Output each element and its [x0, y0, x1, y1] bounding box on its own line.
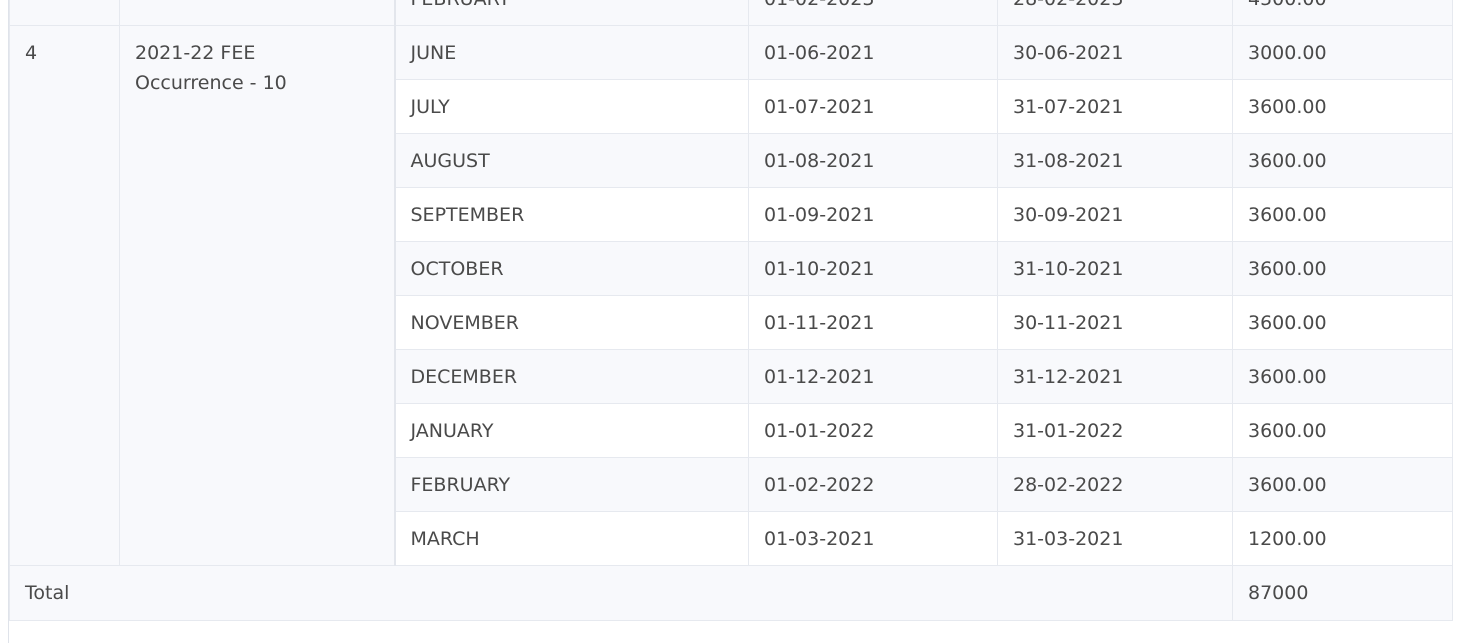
from-date-cell: 01-06-2021: [748, 25, 998, 80]
to-date-cell: 31-07-2021: [997, 79, 1233, 134]
month-cell: JUNE: [394, 25, 749, 80]
fee-name-cell: 2021-22 FEE Occurrence - 10: [119, 25, 396, 566]
month-cell: FEBRUARY: [394, 457, 749, 512]
table-row: MARCH 01-03-2021 31-03-2021 1200.00: [10, 511, 1453, 566]
to-date-cell: 30-06-2021: [997, 25, 1233, 80]
amount-cell: 3600.00: [1232, 79, 1453, 134]
to-date-cell: 28-02-2022: [997, 457, 1233, 512]
table-row: AUGUST 01-08-2021 31-08-2021 3600.00: [10, 133, 1453, 188]
amount-cell: 3600.00: [1232, 187, 1453, 242]
to-date-cell: 31-01-2022: [997, 403, 1233, 458]
from-date-cell: 01-02-2022: [748, 457, 998, 512]
table-row: SEPTEMBER 01-09-2021 30-09-2021 3600.00: [10, 187, 1453, 242]
fee-cell: [119, 0, 396, 26]
month-cell: JANUARY: [394, 403, 749, 458]
to-date-cell: 31-03-2021: [997, 511, 1233, 566]
month-cell: MARCH: [394, 511, 749, 566]
from-date-cell: 01-12-2021: [748, 349, 998, 404]
to-date-cell: 31-12-2021: [997, 349, 1233, 404]
amount-cell: 1200.00: [1232, 511, 1453, 566]
table-row: DECEMBER 01-12-2021 31-12-2021 3600.00: [10, 349, 1453, 404]
month-cell: FEBRUARY: [394, 0, 749, 26]
from-date-cell: 01-02-2023: [748, 0, 998, 26]
to-date-cell: 30-09-2021: [997, 187, 1233, 242]
table-row: JANUARY 01-01-2022 31-01-2022 3600.00: [10, 403, 1453, 458]
month-cell: DECEMBER: [394, 349, 749, 404]
to-date-cell: 28-02-2023: [997, 0, 1233, 26]
amount-cell: 3600.00: [1232, 349, 1453, 404]
table-row: 4 2021-22 FEE Occurrence - 10 JUNE 01-06…: [9, 25, 1453, 566]
amount-cell: 3600.00: [1232, 133, 1453, 188]
fee-occurrence: Occurrence - 10: [135, 72, 287, 94]
fee-schedule-table: FEBRUARY 01-02-2023 28-02-2023 4500.00 4…: [9, 0, 1453, 621]
total-label: Total: [9, 565, 1233, 621]
total-row: Total 87000: [9, 565, 1453, 621]
amount-cell: 3600.00: [1232, 295, 1453, 350]
left-border: [0, 0, 9, 643]
month-cell: OCTOBER: [394, 241, 749, 296]
total-amount: 87000: [1232, 565, 1453, 621]
serial-number-cell: 4: [9, 25, 120, 566]
to-date-cell: 31-10-2021: [997, 241, 1233, 296]
from-date-cell: 01-01-2022: [748, 403, 998, 458]
table-row: FEBRUARY 01-02-2022 28-02-2022 3600.00: [10, 457, 1453, 512]
amount-cell: 3000.00: [1232, 25, 1453, 80]
to-date-cell: 31-08-2021: [997, 133, 1233, 188]
from-date-cell: 01-07-2021: [748, 79, 998, 134]
table-row-previous: FEBRUARY 01-02-2023 28-02-2023 4500.00: [9, 0, 1453, 26]
table-row: JULY 01-07-2021 31-07-2021 3600.00: [10, 79, 1453, 134]
month-cell: AUGUST: [394, 133, 749, 188]
from-date-cell: 01-09-2021: [748, 187, 998, 242]
amount-cell: 3600.00: [1232, 457, 1453, 512]
amount-cell: 3600.00: [1232, 241, 1453, 296]
month-cell: SEPTEMBER: [394, 187, 749, 242]
fee-name: 2021-22 FEE: [135, 42, 256, 64]
from-date-cell: 01-11-2021: [748, 295, 998, 350]
table-row: NOVEMBER 01-11-2021 30-11-2021 3600.00: [10, 295, 1453, 350]
from-date-cell: 01-10-2021: [748, 241, 998, 296]
to-date-cell: 30-11-2021: [997, 295, 1233, 350]
from-date-cell: 01-08-2021: [748, 133, 998, 188]
month-cell: NOVEMBER: [394, 295, 749, 350]
month-cell: JULY: [394, 79, 749, 134]
amount-cell: 3600.00: [1232, 403, 1453, 458]
no-cell: [9, 0, 120, 26]
table-row: OCTOBER 01-10-2021 31-10-2021 3600.00: [10, 241, 1453, 296]
from-date-cell: 01-03-2021: [748, 511, 998, 566]
amount-cell: 4500.00: [1232, 0, 1453, 26]
